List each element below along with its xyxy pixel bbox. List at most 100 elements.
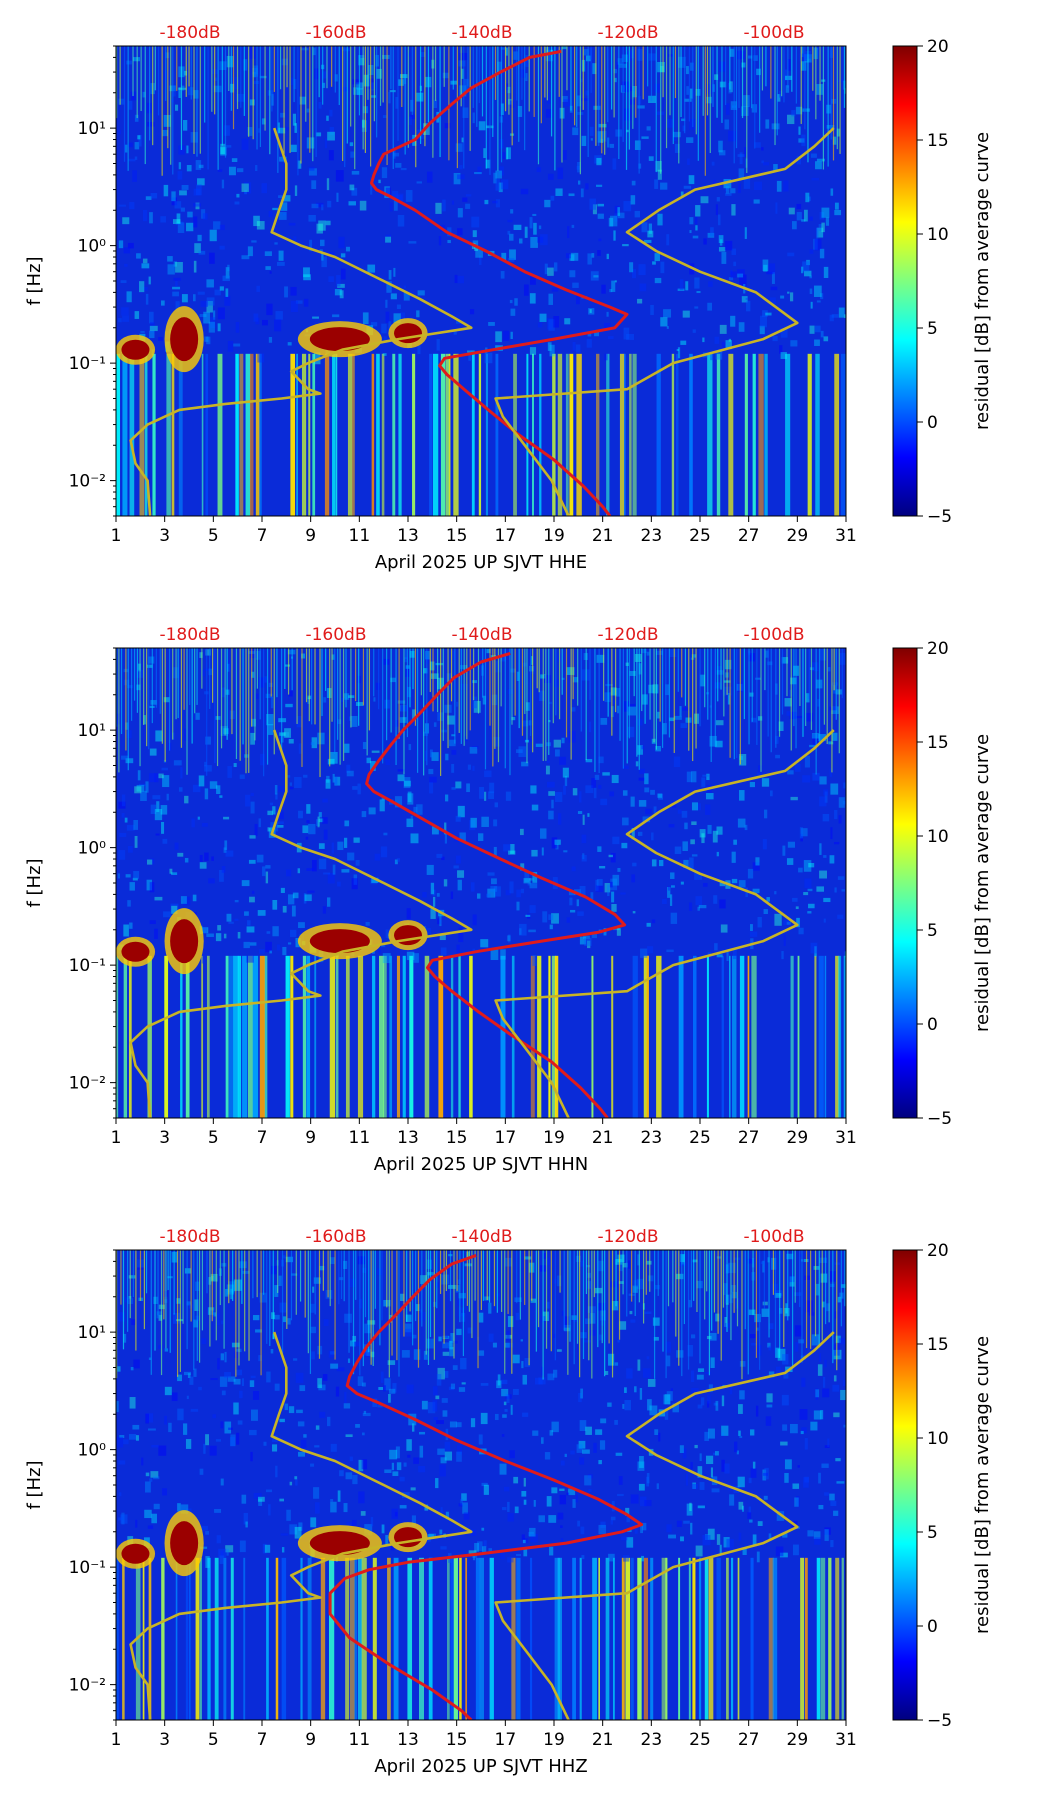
y-axis-label: f [Hz] <box>24 1460 45 1509</box>
spectrogram-cell <box>127 242 134 249</box>
spectrogram-cell <box>337 1490 341 1502</box>
spectrogram-cell <box>648 684 654 694</box>
spectrogram-cell <box>252 1390 260 1400</box>
spectrogram-cell <box>518 746 526 757</box>
spectrogram-cell <box>813 285 822 297</box>
spectrogram-cell <box>203 1443 206 1454</box>
spectrogram-hf <box>467 46 469 87</box>
spectrogram-cell <box>385 187 391 197</box>
spectrogram-hf <box>372 1250 374 1366</box>
spectrogram-hf <box>814 1250 817 1337</box>
spectrogram-cell <box>801 219 806 222</box>
spectrogram-cell <box>820 648 827 661</box>
spectrogram-hf <box>474 1250 476 1301</box>
spectrogram-hf <box>587 46 589 157</box>
spectrogram-cell <box>771 272 775 284</box>
spectrogram-cell <box>637 718 643 726</box>
spectrogram-cell <box>625 1507 630 1516</box>
spectrogram-cell <box>580 188 584 198</box>
spectrogram-cell <box>787 114 795 125</box>
spectrogram-hf <box>511 46 513 146</box>
spectrogram-cell <box>394 859 398 865</box>
spectrogram-cell <box>651 832 654 841</box>
spectrogram-hf <box>379 1250 381 1346</box>
spectrogram-cell <box>705 1372 711 1375</box>
spectrogram-cell <box>674 143 680 153</box>
spectrogram-cell <box>607 884 610 897</box>
spectrogram-hf <box>582 46 584 110</box>
spectrogram-cell <box>705 793 714 800</box>
spectrogram-hf <box>604 46 606 155</box>
spectrogram-cell <box>180 896 187 904</box>
spectrogram-cell <box>579 885 586 897</box>
spectrogram-cell <box>715 720 724 726</box>
spectrogram-cell <box>395 720 400 727</box>
spectrogram-cell <box>438 235 442 246</box>
spectrogram-cell <box>523 1548 528 1557</box>
spectrogram-cell <box>225 288 229 297</box>
spectrogram-cell <box>219 224 225 231</box>
spectrogram-cell <box>749 692 754 697</box>
spectrogram-cell <box>220 1478 224 1486</box>
spectrogram-cell <box>820 1410 824 1420</box>
spectrogram-cell <box>269 271 272 274</box>
spectrogram-stripe <box>835 955 840 1118</box>
spectrogram-cell <box>608 1553 615 1562</box>
spectrogram-hf <box>271 46 273 112</box>
spectrogram-cell <box>407 791 412 803</box>
spectrogram-hf <box>717 1250 719 1334</box>
spectrogram-cell <box>549 1430 554 1436</box>
spectrogram-cell <box>768 1371 775 1378</box>
spectrogram-cell <box>563 1316 571 1328</box>
spectrogram-cell <box>126 291 132 303</box>
spectrogram-stripe <box>471 353 475 516</box>
spectrogram-cell <box>834 1311 838 1319</box>
spectrogram-cell <box>427 1534 434 1539</box>
spectrogram-cell <box>421 1400 428 1410</box>
spectrogram-cell <box>621 81 630 93</box>
spectrogram-cell <box>723 178 732 189</box>
spectrogram-hf <box>180 648 183 748</box>
spectrogram-hf <box>132 1250 134 1298</box>
spectrogram-cell <box>804 1476 809 1483</box>
spectrogram-cell <box>732 948 737 960</box>
spectrogram-cell <box>381 323 387 334</box>
spectrogram-cell <box>205 668 211 671</box>
spectrogram-cell <box>748 1506 751 1513</box>
spectrogram-cell <box>396 304 401 310</box>
spectrogram-cell <box>525 55 530 67</box>
spectrogram-cell <box>221 687 226 698</box>
spectrogram-hf <box>179 1250 181 1372</box>
spectrogram-cell <box>366 1348 372 1357</box>
spectrogram-hf <box>472 46 474 108</box>
spectrogram-cell <box>667 886 671 891</box>
spectrogram-cell <box>572 1499 576 1508</box>
spectrogram-cell <box>494 1413 499 1421</box>
spectrogram-hf <box>486 1250 488 1301</box>
spectrogram-cell <box>509 233 514 241</box>
spectrogram-cell <box>255 165 258 171</box>
spectrogram-cell <box>330 751 338 764</box>
spectrogram-hf <box>741 46 744 119</box>
spectrogram-cell <box>192 894 197 902</box>
spectrogram-cell <box>599 130 607 142</box>
spectrogram-hf <box>704 648 706 708</box>
spectrogram-cell <box>829 1493 835 1501</box>
spectrogram-cell <box>141 263 150 269</box>
spectrogram-cell <box>150 804 157 814</box>
spectrogram-cell <box>231 158 238 163</box>
spectrogram-cell <box>622 1262 628 1268</box>
spectrogram-cell <box>194 1299 199 1311</box>
spectrogram-cell <box>299 1385 306 1392</box>
spectrogram-cell <box>505 1394 512 1399</box>
spectrogram-cell <box>705 1455 714 1465</box>
colorbar-tick-label: −5 <box>927 1109 952 1129</box>
spectrogram-stripe <box>539 353 542 516</box>
spectrogram-cell <box>794 715 803 719</box>
spectrogram-hf <box>675 1250 677 1337</box>
spectrogram-cell <box>623 201 632 212</box>
spectrogram-cell <box>298 1522 303 1531</box>
spectrogram-cell <box>233 343 241 347</box>
spectrogram-cell <box>827 667 831 672</box>
spectrogram-cell <box>371 950 375 954</box>
